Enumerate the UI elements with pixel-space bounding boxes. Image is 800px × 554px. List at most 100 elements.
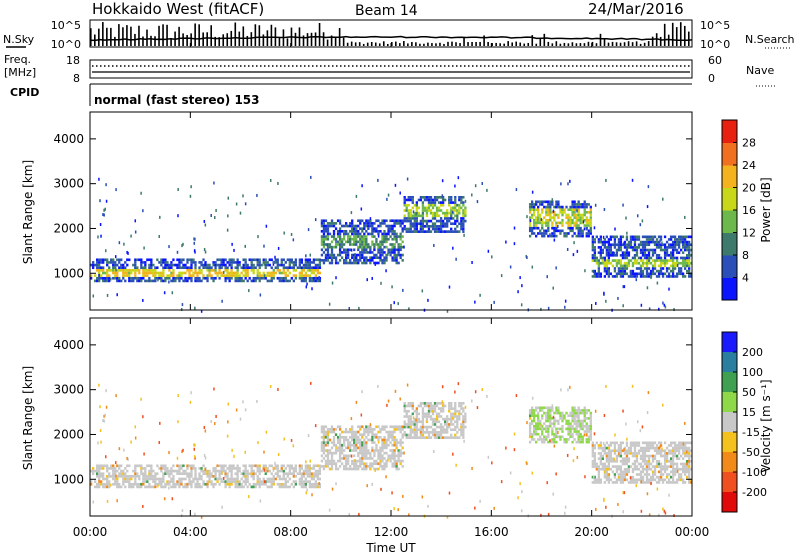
velocity-cell [174, 482, 177, 486]
velocity-cell [389, 435, 392, 439]
power-cell [322, 259, 326, 262]
power-cell [196, 279, 199, 283]
power-cell [344, 222, 348, 225]
velocity-cell [561, 424, 564, 428]
power-cell [150, 271, 153, 275]
power-cell [380, 281, 382, 285]
power-cell [607, 256, 611, 260]
power-cell [174, 279, 177, 283]
velocity-cell [441, 401, 445, 405]
power-cell [212, 269, 215, 272]
power-cell [405, 209, 408, 212]
power-cell [675, 272, 679, 276]
velocity-cell [401, 451, 404, 455]
power-cell [567, 226, 570, 230]
power-cell [359, 256, 362, 260]
power-cell [615, 275, 619, 278]
velocity-cell [355, 446, 358, 450]
velocity-cell [637, 478, 641, 482]
velocity-cell [581, 422, 584, 425]
velocity-cell [625, 452, 629, 455]
velocity-cell [597, 475, 600, 479]
velocity-cell [324, 454, 328, 458]
power-cell [539, 221, 542, 225]
power-cell [379, 229, 382, 233]
velocity-cell [105, 389, 107, 393]
velocity-cell [555, 427, 558, 431]
velocity-cell [116, 469, 119, 473]
power-cell [385, 235, 388, 238]
nsky-bar [623, 42, 626, 46]
velocity-cell [116, 477, 119, 481]
power-cell [270, 274, 273, 277]
power-cell [354, 252, 356, 256]
power-cell [326, 259, 330, 262]
velocity-cell [535, 430, 538, 433]
power-cell [448, 198, 451, 202]
power-cell [230, 261, 233, 264]
power-cell [669, 256, 673, 260]
velocity-cell [166, 480, 169, 483]
velocity-cell [687, 446, 691, 450]
power-cell [605, 299, 607, 303]
power-cell [613, 275, 617, 278]
power-cell [312, 266, 316, 270]
power-cell [637, 267, 641, 270]
power-cell [318, 263, 322, 267]
velocity-cell [116, 480, 119, 483]
velocity-cell [300, 485, 304, 489]
power-cell [446, 217, 449, 220]
velocity-cell [326, 441, 330, 444]
power-cell [671, 240, 675, 244]
power-cell [226, 271, 229, 275]
velocity-cell [649, 478, 653, 482]
power-cell [142, 274, 145, 277]
velocity-cell [431, 423, 435, 426]
velocity-cell [619, 449, 623, 453]
velocity-cell [252, 485, 255, 489]
velocity-cell [429, 417, 433, 421]
power-cell [166, 274, 169, 277]
power-cell [96, 261, 99, 264]
velocity-cell [681, 478, 685, 482]
power-cell [310, 175, 312, 179]
velocity-cell [349, 454, 352, 458]
power-cell [409, 211, 412, 215]
power-cell [647, 240, 651, 244]
velocity-cell [450, 401, 453, 405]
velocity-cell [292, 480, 295, 483]
velocity-cell [579, 419, 582, 423]
velocity-cell [387, 438, 390, 442]
velocity-cell [322, 425, 326, 429]
power-cell [347, 237, 350, 241]
velocity-cell [252, 475, 255, 478]
power-cell [577, 234, 580, 238]
velocity-cell [437, 425, 441, 429]
power-cell [639, 264, 643, 268]
velocity-cell [546, 481, 548, 485]
power-cell [537, 218, 540, 222]
power-cell [662, 301, 664, 305]
power-cell [344, 232, 348, 236]
velocity-cell [540, 424, 543, 428]
power-cell [407, 195, 410, 199]
power-cell [395, 222, 398, 225]
nsky-bar [611, 41, 614, 46]
power-cell [328, 302, 331, 306]
velocity-cell [215, 414, 217, 418]
power-cell [601, 259, 605, 262]
velocity-cell [645, 446, 649, 450]
velocity-cell [446, 417, 449, 421]
power-cell [164, 258, 167, 262]
power-cell [387, 251, 390, 254]
velocity-cell [320, 435, 324, 439]
power-cell [639, 243, 643, 247]
velocity-cell [357, 459, 360, 463]
power-cell [264, 263, 267, 267]
power-cell [635, 278, 638, 282]
power-cell [631, 256, 635, 260]
power-cell [427, 209, 431, 212]
velocity-cell [423, 425, 427, 429]
velocity-cell [530, 414, 534, 418]
velocity-cell [663, 441, 667, 445]
